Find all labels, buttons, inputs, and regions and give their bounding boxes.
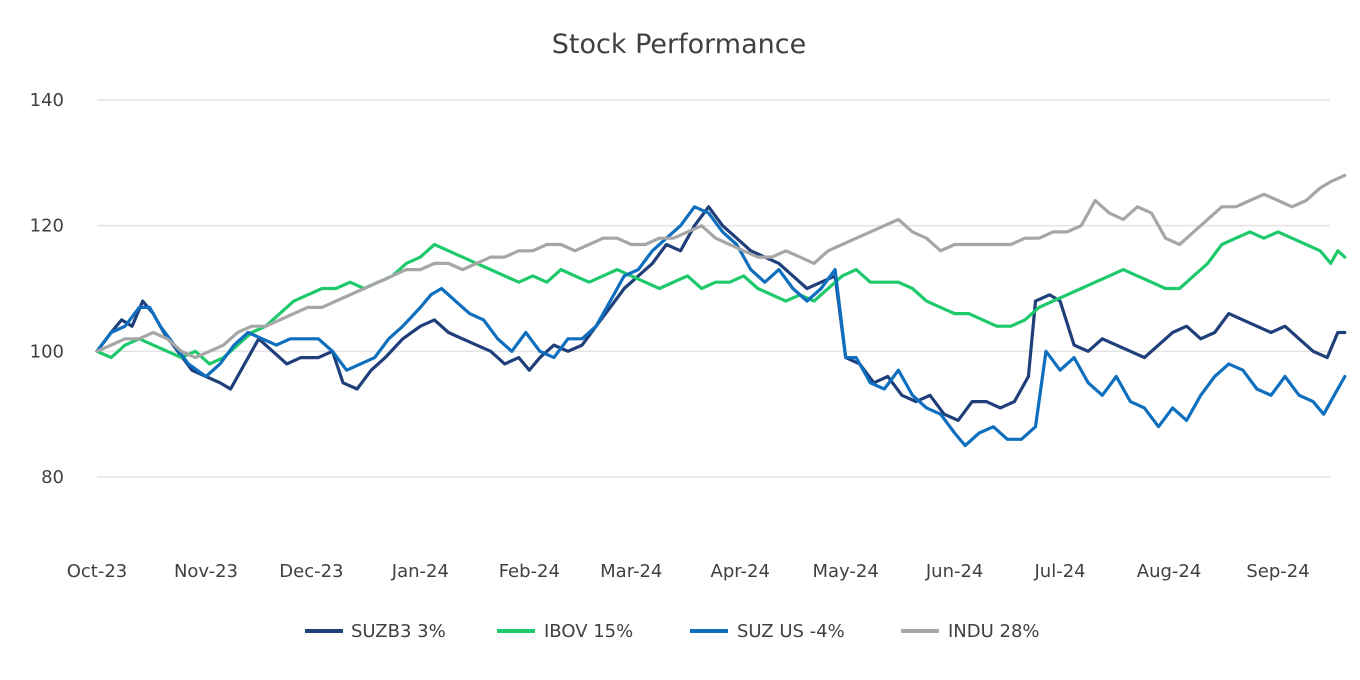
x-tick-label: Jun-24	[925, 561, 984, 582]
x-tick-label: Apr-24	[711, 561, 770, 582]
legend-label: SUZB3 3%	[351, 621, 446, 642]
series-line-2	[95, 205, 1347, 448]
x-tick-label: Feb-24	[499, 561, 560, 582]
x-tick-label: May-24	[813, 561, 879, 582]
legend-label: INDU 28%	[948, 621, 1040, 642]
series-lines	[95, 173, 1347, 448]
x-tick-label: Jul-24	[1034, 561, 1086, 582]
y-axis-ticks: 80 100 120 140	[30, 90, 64, 488]
series-line-0	[95, 205, 1347, 422]
series-line-1	[95, 230, 1347, 366]
x-tick-label: Aug-24	[1137, 561, 1202, 582]
legend-label: SUZ US -4%	[737, 621, 845, 642]
legend: SUZB3 3% IBOV 15% SUZ US -4% INDU 28%	[305, 621, 1040, 642]
x-tick-label: Jan-24	[391, 561, 449, 582]
chart-title: Stock Performance	[552, 29, 806, 60]
y-tick-label: 140	[30, 90, 64, 111]
x-tick-label: Oct-23	[67, 561, 128, 582]
x-tick-label: Sep-24	[1246, 561, 1309, 582]
y-tick-label: 120	[30, 216, 64, 237]
x-tick-label: Mar-24	[600, 561, 662, 582]
series-line-3	[95, 173, 1347, 360]
x-axis-ticks: Oct-23 Nov-23 Dec-23 Jan-24 Feb-24 Mar-24 Apr-…	[67, 561, 1310, 582]
x-tick-label: Dec-23	[279, 561, 343, 582]
legend-label: IBOV 15%	[544, 621, 633, 642]
y-tick-label: 80	[41, 467, 64, 488]
x-tick-label: Nov-23	[174, 561, 238, 582]
gridlines	[97, 99, 1330, 478]
y-tick-label: 100	[30, 341, 64, 362]
